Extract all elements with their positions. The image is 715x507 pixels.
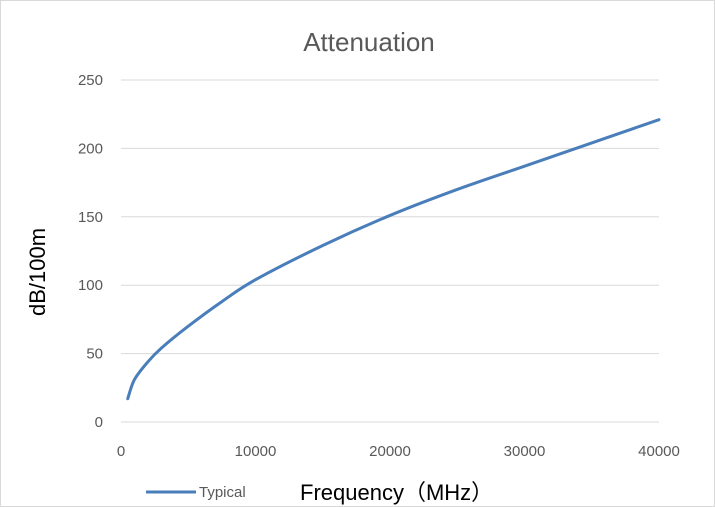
y-tick-label-250: 250: [78, 72, 103, 89]
series-layer: [126, 118, 661, 401]
y-tick-label-0: 0: [95, 414, 103, 431]
x-tick-label-0: 0: [117, 443, 125, 460]
chart-title: Attenuation: [303, 27, 435, 57]
y-axis-label: dB/100m: [25, 228, 50, 316]
legend: Typical: [146, 484, 246, 501]
gridlines: [121, 79, 659, 423]
x-axis: 0 10000 20000 30000 40000: [117, 443, 680, 460]
x-tick-label-20000: 20000: [369, 443, 411, 460]
legend-label-typical: Typical: [199, 484, 246, 501]
x-axis-label: Frequency（MHz）: [300, 480, 493, 505]
y-axis: 0 50 100 150 200 250: [78, 72, 103, 431]
x-tick-label-40000: 40000: [638, 443, 680, 460]
x-tick-label-30000: 30000: [504, 443, 546, 460]
y-tick-label-150: 150: [78, 209, 103, 226]
y-tick-label-100: 100: [78, 277, 103, 294]
y-tick-label-200: 200: [78, 140, 103, 157]
y-tick-label-50: 50: [86, 346, 103, 363]
series-line-typical: [126, 118, 661, 401]
x-tick-label-10000: 10000: [235, 443, 277, 460]
